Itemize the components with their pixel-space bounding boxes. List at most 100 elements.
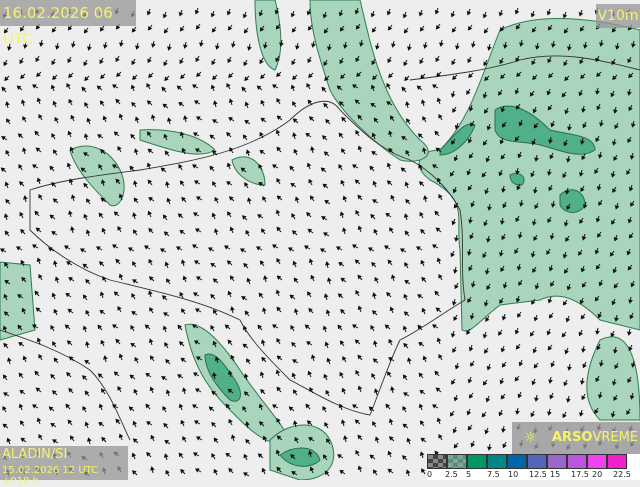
wind-arrow-head bbox=[258, 292, 264, 298]
wind-arrow-head bbox=[258, 11, 264, 17]
wind-arrow-head bbox=[68, 356, 74, 361]
wind-arrow-head bbox=[387, 259, 393, 265]
wind-arrow-head bbox=[532, 108, 538, 114]
wind-arrow-head bbox=[613, 109, 618, 114]
wind-arrow-head bbox=[118, 353, 124, 359]
wind-arrow-head bbox=[531, 221, 537, 226]
wind-arrow-head bbox=[259, 59, 264, 65]
wind-arrow-head bbox=[20, 74, 25, 80]
wind-arrow-head bbox=[227, 290, 233, 296]
wind-arrow-head bbox=[16, 85, 22, 90]
wind-arrow-head bbox=[629, 314, 634, 320]
wind-arrow-head bbox=[70, 194, 76, 199]
wind-arrow-head bbox=[162, 325, 168, 331]
wind-arrow-head bbox=[482, 94, 488, 99]
wind-arrow-head bbox=[211, 391, 216, 396]
wind-arrow-head bbox=[5, 101, 10, 106]
wind-arrow-head bbox=[388, 418, 394, 423]
wind-arrow-head bbox=[435, 147, 441, 152]
wind-arrow-head bbox=[135, 45, 140, 50]
wind-arrow-head bbox=[630, 202, 635, 207]
wind-arrow-head bbox=[434, 130, 439, 136]
wind-arrow-head bbox=[262, 196, 267, 201]
wind-arrow-head bbox=[148, 276, 154, 281]
model-run-time: 15.02.2026 12 UTC +018 h bbox=[2, 465, 99, 487]
wind-arrow-head bbox=[117, 305, 122, 311]
wind-arrow-head bbox=[454, 365, 460, 370]
wind-arrow-head bbox=[627, 331, 632, 336]
wind-arrow-head bbox=[419, 389, 425, 395]
wind-arrow-head bbox=[276, 177, 281, 183]
wind-arrow-head bbox=[47, 247, 53, 252]
wind-arrow-head bbox=[402, 405, 407, 411]
wind-arrow-head bbox=[133, 388, 138, 394]
wind-arrow-head bbox=[243, 391, 249, 396]
wind-arrow-head bbox=[5, 149, 10, 155]
wind-arrow-head bbox=[195, 116, 201, 121]
wind-arrow-head bbox=[49, 165, 54, 171]
wind-arrow-head bbox=[132, 261, 137, 266]
wind-arrow-head bbox=[551, 43, 556, 48]
wind-arrow-head bbox=[52, 341, 57, 346]
wind-arrow-head bbox=[99, 100, 105, 106]
wind-arrow-head bbox=[228, 73, 233, 79]
wind-arrow-head bbox=[98, 403, 104, 409]
wind-arrow-head bbox=[148, 197, 153, 202]
wind-area-c bbox=[231, 156, 266, 186]
wind-arrow-head bbox=[291, 341, 296, 347]
wind-arrow-head bbox=[547, 105, 553, 111]
wind-arrow-head bbox=[259, 131, 264, 137]
wind-arrow-head bbox=[501, 188, 506, 193]
wind-arrow-head bbox=[351, 404, 357, 409]
wind-arrow-head bbox=[212, 372, 217, 377]
wind-arrow-head bbox=[228, 467, 233, 473]
wind-arrow-head bbox=[146, 162, 152, 168]
wind-arrow-head bbox=[355, 24, 361, 30]
wind-arrow-head bbox=[578, 251, 583, 256]
wind-arrow-head bbox=[466, 90, 471, 95]
wind-arrow-head bbox=[211, 421, 216, 427]
wind-arrow-head bbox=[417, 294, 422, 299]
wind-arrow-head bbox=[327, 46, 332, 51]
wind-arrow-head bbox=[259, 26, 265, 32]
wind-arrow-head bbox=[484, 349, 489, 354]
wind-arrow-head bbox=[4, 262, 9, 267]
wind-arrow-head bbox=[67, 58, 72, 64]
wind-arrow-head bbox=[354, 419, 360, 424]
wind-arrow-head bbox=[415, 246, 421, 251]
wind-arrow-head bbox=[127, 247, 133, 252]
wind-arrow-head bbox=[386, 162, 392, 168]
wind-arrow-head bbox=[356, 72, 361, 78]
wind-arrow-head bbox=[597, 154, 603, 159]
wind-arrow-head bbox=[580, 140, 585, 145]
wind-arrow-head bbox=[418, 403, 424, 409]
wind-arrow-head bbox=[195, 24, 201, 30]
legend-swatch bbox=[547, 454, 567, 469]
wind-arrow-head bbox=[390, 194, 395, 200]
wind-arrow-head bbox=[183, 115, 188, 120]
wind-arrow-head bbox=[160, 167, 166, 172]
wind-arrow-head bbox=[210, 324, 215, 330]
wind-arrow-head bbox=[354, 9, 360, 15]
wind-arrow-head bbox=[407, 46, 412, 51]
strong-area-1 bbox=[494, 105, 596, 155]
wind-arrow-head bbox=[438, 193, 443, 199]
wind-arrow-head bbox=[103, 355, 108, 360]
legend-label: 12.5 bbox=[529, 470, 547, 479]
wind-arrow-head bbox=[291, 60, 296, 66]
wind-arrow-head bbox=[211, 27, 217, 33]
wind-arrow-head bbox=[259, 149, 265, 155]
wind-arrow-head bbox=[117, 145, 122, 151]
wind-arrow-head bbox=[404, 262, 409, 267]
wind-arrow-head bbox=[450, 333, 456, 338]
wind-arrow-head bbox=[452, 108, 457, 113]
wind-arrow-head bbox=[118, 273, 124, 279]
wind-arrow-head bbox=[405, 198, 410, 204]
wind-arrow-head bbox=[485, 157, 491, 163]
wind-arrow-head bbox=[214, 196, 219, 202]
wind-arrow-head bbox=[244, 76, 249, 82]
wind-arrow-head bbox=[51, 292, 57, 298]
wind-arrow-head bbox=[514, 89, 520, 95]
wind-arrow-head bbox=[339, 469, 345, 475]
wind-arrow-head bbox=[548, 73, 553, 79]
